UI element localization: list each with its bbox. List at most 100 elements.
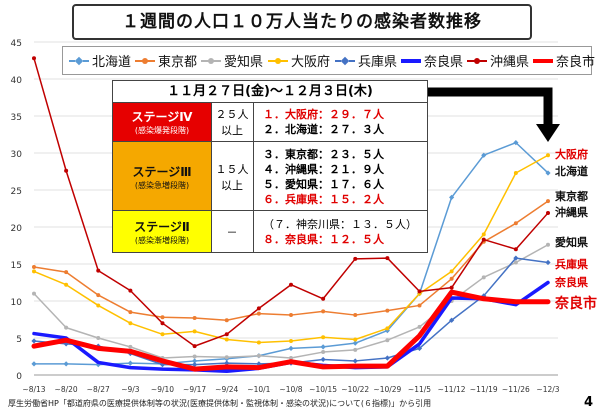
legend-item: 東京都	[135, 47, 197, 74]
stage-rankings: （７．神奈川県：１３．５人） ８．奈良県：１２．５人	[263, 211, 417, 252]
legend-swatch	[268, 57, 288, 64]
x-tick-label: ~9/3	[121, 385, 140, 394]
page-number: 4	[584, 395, 594, 410]
legend-item: 大阪府	[268, 47, 330, 74]
end-label: 東京都	[555, 189, 588, 203]
data-point	[513, 170, 518, 175]
data-point	[385, 256, 390, 261]
data-point	[416, 345, 423, 351]
data-point	[449, 285, 454, 290]
data-point	[256, 311, 261, 316]
data-point	[192, 358, 198, 364]
series-line	[31, 289, 551, 372]
y-tick-label: 20	[11, 224, 23, 234]
stage-subtitle: (感染漸増段階)	[134, 235, 190, 245]
x-tick-label: ~11/5	[408, 385, 431, 394]
data-point	[513, 255, 519, 261]
data-point	[481, 152, 487, 158]
data-point	[192, 354, 197, 359]
legend-label: 北海道	[92, 55, 132, 70]
legend-swatch	[467, 57, 487, 64]
legend-swatch	[201, 57, 221, 64]
data-point	[449, 276, 454, 281]
x-tick-label: ~12/3	[536, 385, 559, 394]
stage-row: ステージⅢ (感染急増段階) １５人 以上 ３．東京都：２３．５人 ４．沖縄県：２１．９人…	[113, 141, 427, 211]
data-point	[224, 360, 230, 366]
period-header: １１月２７日(金)～１２月３日(木)	[112, 80, 428, 102]
ranking-entry: ５．愛知県：１７．６人	[263, 177, 384, 191]
x-tick-label: ~10/1	[247, 385, 270, 394]
ranking-entry: １．大阪府：２９．７人	[263, 108, 384, 121]
stage-rankings: ３．東京都：２３．５人 ４．沖縄県：２１．９人 ５．愛知県：１７．６人 ６．兵庫県：１…	[263, 142, 384, 211]
data-point	[321, 335, 326, 340]
threshold-text: 以上	[221, 124, 243, 137]
data-point	[417, 324, 422, 329]
data-point	[96, 336, 101, 340]
data-point	[449, 317, 455, 323]
data-point	[289, 338, 293, 343]
x-tick-label: ~11/12	[438, 385, 466, 394]
data-point	[96, 303, 101, 308]
legend-marker	[208, 57, 214, 64]
data-point	[320, 356, 326, 363]
legend-item: 北海道	[69, 47, 131, 74]
legend-label: 愛知県	[224, 55, 264, 70]
stage-rankings: １．大阪府：２９．７人 ２．北海道：２７．３人	[263, 103, 384, 141]
data-point	[353, 313, 358, 318]
data-point	[449, 269, 454, 274]
data-point	[160, 332, 165, 337]
data-point	[513, 140, 519, 146]
chart-legend: 北海道 東京都 愛知県 大阪府 兵庫県 奈良県 沖縄県 奈良市	[62, 46, 595, 75]
data-point	[160, 315, 165, 320]
data-point	[513, 260, 518, 265]
data-point	[288, 345, 294, 351]
ranking-entry: ２．北海道：２７．３人	[263, 123, 384, 136]
y-tick-label: 30	[11, 150, 23, 160]
data-point	[96, 268, 101, 273]
data-point	[481, 275, 486, 280]
x-axis-ticks: ~8/13 ~8/20 ~8/27 ~9/3 ~9/10 ~9/17 ~9/24 ~10/1 ~…	[22, 385, 559, 394]
series-2	[32, 199, 550, 323]
stage-threshold: ２５人 以上	[211, 103, 254, 141]
data-point	[546, 242, 550, 247]
data-point	[160, 321, 165, 326]
callout-arrow	[428, 87, 560, 142]
data-point	[63, 341, 69, 347]
data-point	[353, 347, 358, 352]
data-point	[192, 329, 197, 334]
data-point	[481, 237, 486, 242]
x-tick-label: ~10/8	[279, 385, 302, 394]
data-point	[256, 306, 261, 311]
x-tick-label: ~9/17	[183, 385, 206, 394]
data-point	[224, 318, 229, 323]
legend-item: 奈良県	[401, 47, 463, 74]
legend-item: 兵庫県	[335, 47, 397, 74]
data-point	[546, 199, 550, 204]
stage-label-cell: ステージⅣ (感染爆発段階)	[113, 103, 212, 141]
y-tick-label: 45	[11, 39, 22, 49]
series-8	[31, 289, 551, 372]
data-point	[385, 338, 390, 343]
data-point	[224, 337, 229, 342]
data-point	[32, 56, 36, 61]
legend-marker	[74, 56, 84, 65]
stage-subtitle: (感染爆発段階)	[134, 126, 190, 135]
series-lines	[31, 56, 551, 374]
legend-label: 奈良県	[424, 55, 464, 70]
data-point	[289, 313, 293, 318]
data-point	[128, 321, 133, 326]
y-tick-label: 40	[11, 76, 23, 86]
data-point	[256, 353, 261, 358]
data-point	[417, 303, 422, 308]
data-point	[31, 361, 37, 367]
data-point	[449, 194, 455, 200]
x-tick-label: ~8/27	[87, 385, 110, 394]
x-tick-label: ~8/20	[55, 385, 78, 394]
stage-subtitle: (感染急増段階)	[134, 180, 190, 190]
data-point	[385, 308, 390, 313]
stage-threshold: １５人 以上	[211, 142, 254, 211]
data-point	[64, 168, 69, 173]
stage-threshold: －	[211, 211, 254, 252]
data-point	[64, 282, 69, 287]
